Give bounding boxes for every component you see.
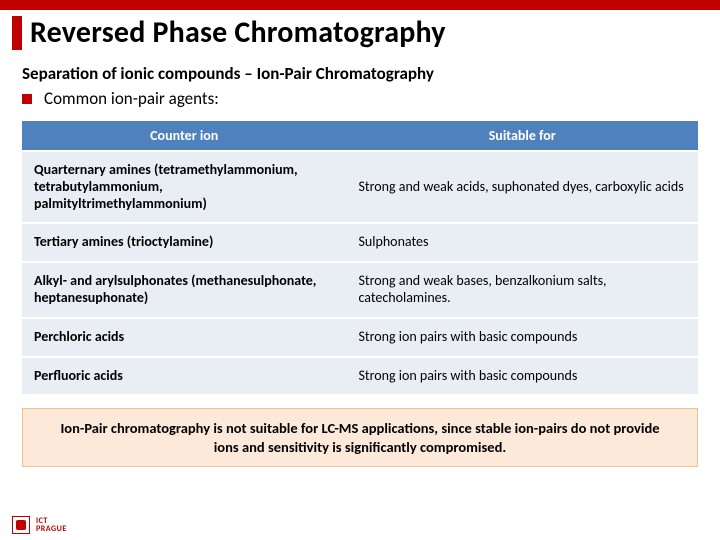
cell-suitable-for: Strong ion pairs with basic compounds: [346, 319, 698, 356]
title-marker: [12, 16, 22, 50]
col-header-suitable-for: Suitable for: [346, 121, 698, 150]
col-header-counter-ion: Counter ion: [22, 121, 346, 150]
title-row: Reversed Phase Chromatography: [0, 10, 720, 53]
bullet-row: Common ion-pair agents:: [0, 84, 720, 115]
table-row: Perfluoric acids Strong ion pairs with b…: [22, 358, 698, 395]
table-row: Perchloric acids Strong ion pairs with b…: [22, 319, 698, 356]
ion-pair-table: Counter ion Suitable for Quarternary ami…: [22, 119, 698, 396]
logo-icon: [12, 516, 30, 534]
cell-counter-ion: Perchloric acids: [22, 319, 346, 356]
cell-counter-ion: Alkyl- and arylsulphonates (methanesulph…: [22, 263, 346, 317]
table-row: Alkyl- and arylsulphonates (methanesulph…: [22, 263, 698, 317]
logo-line2: PRAGUE: [36, 525, 67, 533]
top-accent-bar: [0, 0, 720, 10]
logo-inner-icon: [16, 520, 26, 530]
bullet-square-icon: [22, 94, 32, 104]
bullet-text: Common ion-pair agents:: [44, 88, 219, 109]
table-row: Quarternary amines (tetramethylammonium,…: [22, 152, 698, 222]
cell-counter-ion: Quarternary amines (tetramethylammonium,…: [22, 152, 346, 222]
cell-suitable-for: Strong ion pairs with basic compounds: [346, 358, 698, 395]
table-header-row: Counter ion Suitable for: [22, 121, 698, 150]
cell-suitable-for: Sulphonates: [346, 224, 698, 261]
page-title: Reversed Phase Chromatography: [30, 14, 446, 51]
logo-text: ICT PRAGUE: [36, 517, 67, 533]
warning-box: Ion-Pair chromatography is not suitable …: [22, 408, 698, 466]
subtitle: Separation of ionic compounds – Ion-Pair…: [0, 53, 720, 84]
cell-suitable-for: Strong and weak bases, benzalkonium salt…: [346, 263, 698, 317]
slide: Reversed Phase Chromatography Separation…: [0, 0, 720, 540]
cell-counter-ion: Perfluoric acids: [22, 358, 346, 395]
table-wrap: Counter ion Suitable for Quarternary ami…: [0, 119, 720, 396]
cell-suitable-for: Strong and weak acids, suphonated dyes, …: [346, 152, 698, 222]
footer-logo: ICT PRAGUE: [12, 516, 67, 534]
table-row: Tertiary amines (trioctylamine) Sulphona…: [22, 224, 698, 261]
cell-counter-ion: Tertiary amines (trioctylamine): [22, 224, 346, 261]
